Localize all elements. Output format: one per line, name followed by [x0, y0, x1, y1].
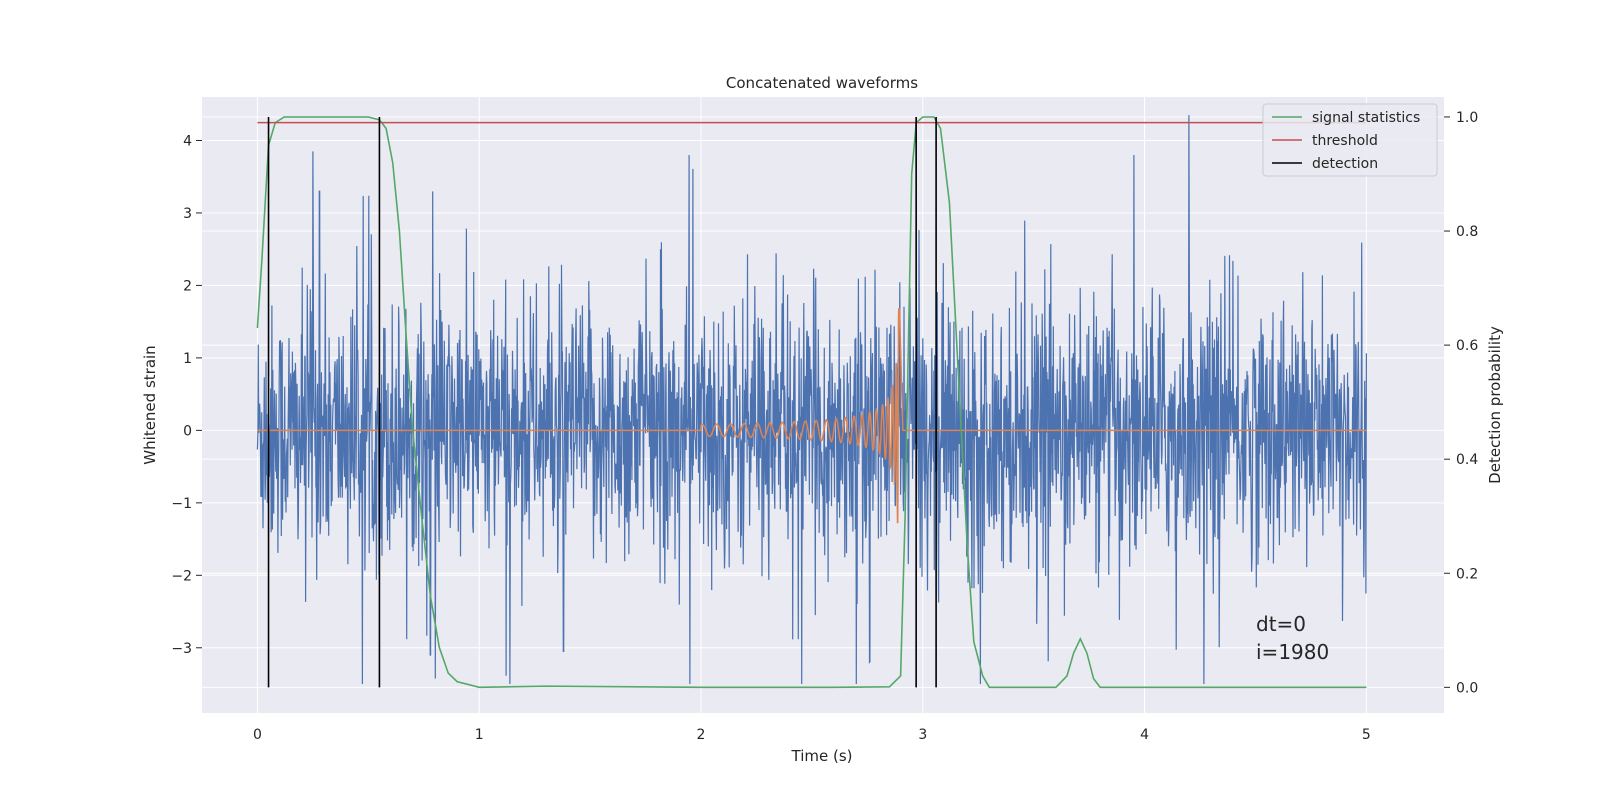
template-waveform-series [257, 308, 1367, 524]
y-right-tick-label: 0.0 [1456, 680, 1478, 696]
chart-title: Concatenated waveforms [726, 74, 918, 92]
signal-statistics-series [256, 116, 1367, 689]
y-left-tick-label: 1 [183, 351, 192, 367]
y-right-tick-label: 1.0 [1456, 110, 1478, 126]
y-left-tick-label: 0 [183, 423, 192, 439]
y-right-tick-label: 0.2 [1456, 566, 1478, 582]
detection-series [267, 116, 937, 688]
x-tick-label: 3 [918, 727, 927, 743]
signal-statistics-line [256, 116, 1367, 689]
x-tick-label: 4 [1140, 727, 1149, 743]
x-axis-label: Time (s) [791, 747, 853, 765]
y-left-tick-label: 2 [183, 278, 192, 294]
template-line [257, 308, 1367, 524]
legend-box [1262, 103, 1438, 177]
legend-label-signal-statistics: signal statistics [1312, 110, 1420, 126]
right-y-axis-ticks: 0.0 0.2 0.4 0.6 0.8 1.0 [1444, 110, 1478, 696]
y-right-tick-label: 0.4 [1456, 452, 1478, 468]
y-left-tick-label: −2 [171, 568, 192, 584]
x-tick-label: 5 [1362, 727, 1371, 743]
y-left-tick-label: 3 [183, 206, 192, 222]
left-y-axis-ticks: −3 −2 −1 0 1 2 3 4 [171, 133, 202, 657]
x-tick-label: 1 [475, 727, 484, 743]
legend-label-detection: detection [1312, 156, 1378, 172]
annotation-dt: dt=0 [1256, 612, 1306, 636]
annotation-index: i=1980 [1256, 640, 1329, 664]
legend: signal statistics threshold detection [1262, 103, 1438, 177]
y-left-tick-label: 4 [183, 133, 192, 149]
y-left-tick-label: −1 [171, 496, 192, 512]
y-right-tick-label: 0.8 [1456, 224, 1478, 240]
legend-label-threshold: threshold [1312, 133, 1378, 149]
whitened-strain-series [256, 115, 1367, 685]
y-left-tick-label: −3 [171, 641, 192, 657]
left-y-axis-label: Whitened strain [141, 345, 159, 464]
strain-line [256, 115, 1367, 685]
right-y-axis-label: Detection probability [1486, 326, 1504, 484]
x-axis-ticks: 0 1 2 3 4 5 [253, 727, 1371, 743]
x-tick-label: 2 [697, 727, 706, 743]
x-tick-label: 0 [253, 727, 262, 743]
y-right-tick-label: 0.6 [1456, 338, 1478, 354]
